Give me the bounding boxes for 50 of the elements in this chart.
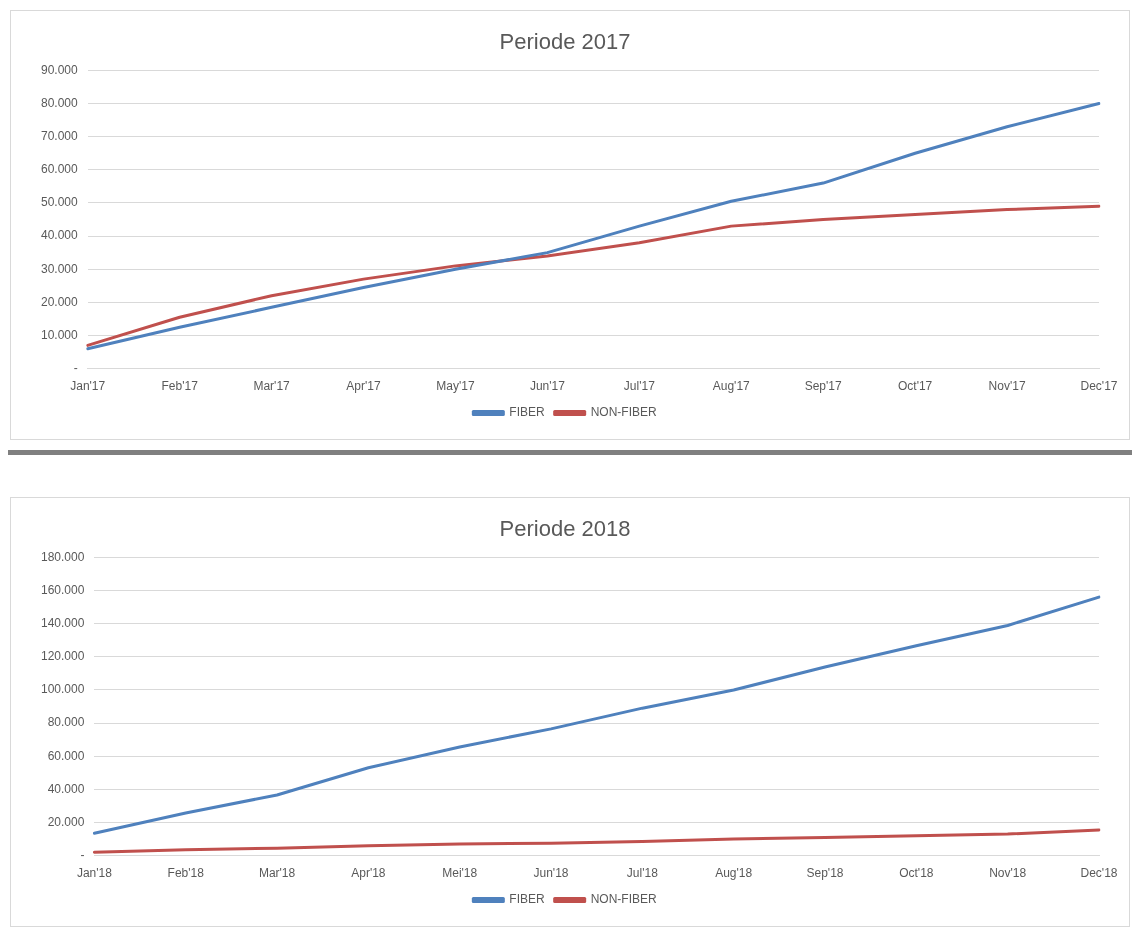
y-tick-label: -	[73, 360, 78, 375]
y-tick-label: 80.000	[47, 715, 85, 730]
y-tick-label: 10.000	[41, 327, 79, 342]
y-tick-label: 30.000	[41, 261, 79, 276]
x-tick-label: Oct'18	[899, 866, 934, 881]
y-tick-label: 100.000	[40, 682, 85, 697]
x-tick-label: Aug'18	[715, 866, 753, 881]
chart-title: Periode 2017	[499, 29, 631, 55]
y-tick-label: 60.000	[41, 162, 79, 177]
x-tick-label: Apr'17	[346, 379, 381, 394]
x-tick-label: Apr'18	[351, 866, 386, 881]
x-tick-label: Jul'18	[626, 866, 659, 881]
x-tick-label: Nov'17	[988, 379, 1026, 394]
x-tick-label: Jun'18	[533, 866, 569, 881]
y-tick-label: 80.000	[41, 95, 79, 110]
y-tick-label: -	[80, 847, 85, 862]
y-tick-label: 90.000	[41, 62, 79, 77]
x-tick-label: Jul'17	[623, 379, 656, 394]
y-tick-label: 120.000	[40, 649, 85, 664]
x-tick-label: Mar'17	[253, 379, 291, 394]
x-tick-label: Dec'18	[1080, 866, 1118, 881]
legend-label: NON-FIBER	[590, 892, 657, 907]
y-tick-label: 40.000	[41, 228, 79, 243]
x-tick-label: Jun'17	[529, 379, 566, 394]
y-tick-label: 40.000	[47, 781, 85, 796]
x-tick-label: Aug'17	[712, 379, 751, 394]
y-tick-label: 50.000	[41, 195, 79, 210]
x-tick-label: Dec'17	[1080, 379, 1118, 394]
x-tick-label: Feb'17	[161, 379, 199, 394]
legend-label: NON-FIBER	[590, 405, 657, 420]
x-tick-label: Mei'18	[442, 866, 478, 881]
chart-title: Periode 2018	[499, 516, 631, 542]
y-tick-label: 180.000	[40, 549, 85, 564]
y-tick-label: 60.000	[47, 748, 85, 763]
x-tick-label: May'17	[436, 379, 475, 394]
x-tick-label: Nov'18	[989, 866, 1027, 881]
legend-label: FIBER	[509, 892, 545, 907]
y-tick-label: 20.000	[41, 294, 79, 309]
x-tick-label: Jan'18	[76, 866, 113, 881]
y-tick-label: 140.000	[40, 615, 85, 630]
x-tick-label: Feb'18	[167, 866, 205, 881]
x-tick-label: Jan'17	[70, 379, 106, 394]
x-tick-label: Sep'17	[804, 379, 843, 394]
x-tick-label: Sep'18	[806, 866, 844, 881]
y-tick-label: 70.000	[41, 128, 79, 143]
y-tick-label: 20.000	[47, 814, 85, 829]
y-tick-label: 160.000	[40, 582, 85, 597]
legend-label: FIBER	[509, 405, 545, 420]
x-tick-label: Mar'18	[258, 866, 296, 881]
x-tick-label: Oct'17	[897, 379, 933, 394]
